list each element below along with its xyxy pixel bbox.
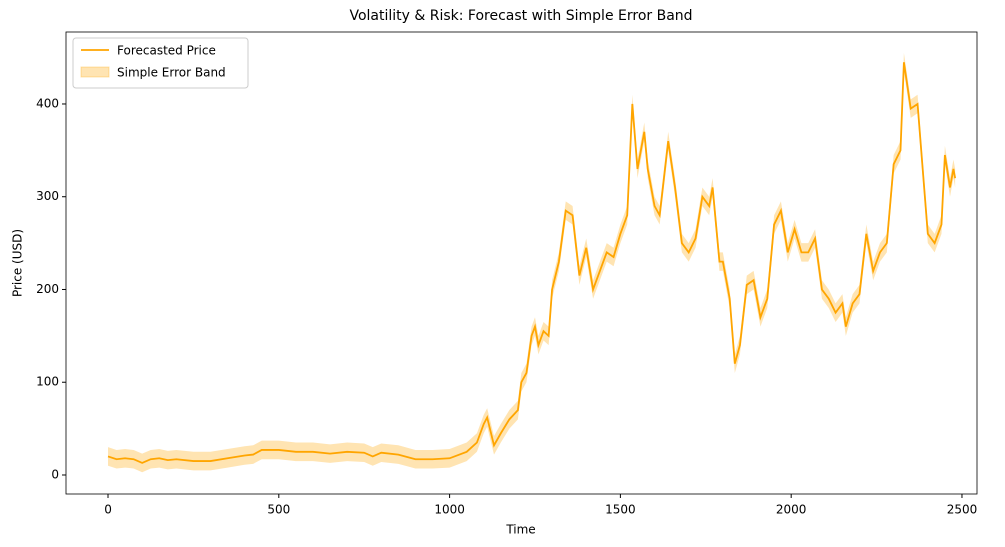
legend-box xyxy=(72,37,249,89)
x-tick-label: 500 xyxy=(267,503,290,517)
x-tick-label: 2500 xyxy=(947,503,978,517)
error-band xyxy=(108,52,956,473)
legend-label: Forecasted Price xyxy=(117,44,216,58)
chart-title: Volatility & Risk: Forecast with Simple … xyxy=(349,8,692,24)
x-tick-label: 0 xyxy=(104,503,112,517)
y-tick-label: 300 xyxy=(36,189,59,203)
x-axis-label: Time xyxy=(505,523,535,537)
y-tick-label: 0 xyxy=(51,467,59,481)
y-tick-label: 200 xyxy=(36,282,59,296)
x-tick-label: 2000 xyxy=(776,503,807,517)
legend-swatch xyxy=(80,66,110,78)
y-axis-label: Price (USD) xyxy=(11,229,25,297)
forecast-line xyxy=(107,62,957,464)
y-tick-label: 400 xyxy=(36,96,59,110)
x-tick-label: 1500 xyxy=(605,503,636,517)
plot-frame xyxy=(65,31,978,495)
legend-label: Simple Error Band xyxy=(117,66,226,80)
y-tick-label: 100 xyxy=(36,375,59,389)
x-tick-label: 1000 xyxy=(434,503,465,517)
